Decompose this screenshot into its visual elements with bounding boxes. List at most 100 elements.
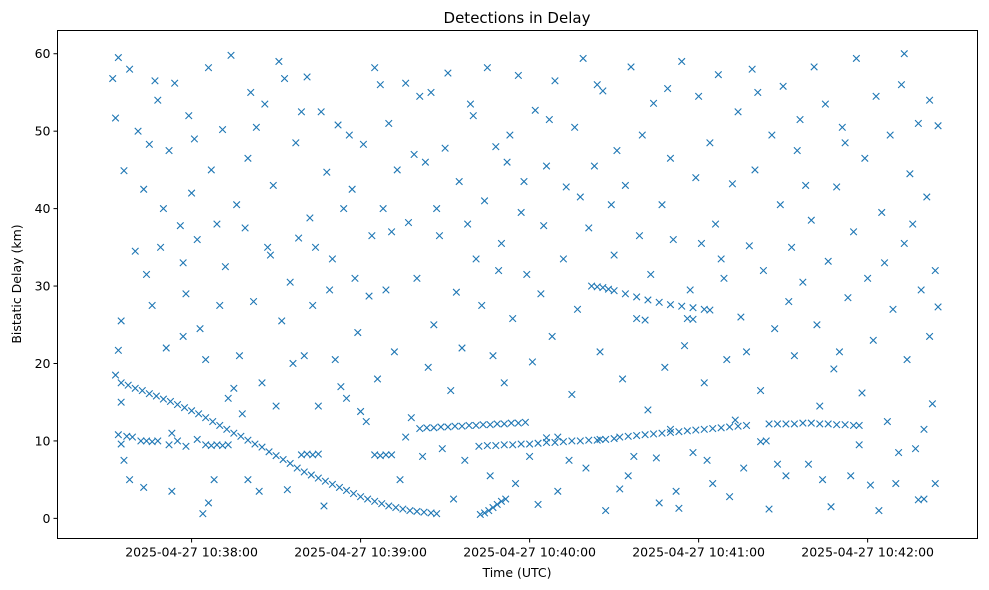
data-point-noise [359, 140, 368, 149]
data-point-noise [241, 224, 249, 232]
data-point-noise [692, 173, 700, 182]
data-point-track-12km [430, 424, 438, 432]
data-point-noise [773, 460, 782, 468]
data-point-noise [565, 456, 573, 464]
data-point-clusters [137, 437, 145, 445]
data-point-track-rising [476, 510, 485, 519]
data-point-noise [728, 180, 737, 188]
data-point-noise [717, 255, 725, 263]
data-point-clusters [128, 433, 137, 441]
data-point-noise [562, 183, 570, 191]
data-point-track-descending [201, 414, 210, 422]
data-point-noise [880, 259, 889, 267]
data-point-noise [311, 243, 320, 252]
data-point-noise [917, 286, 925, 294]
data-point-noise [120, 456, 128, 464]
data-point-noise [421, 158, 430, 166]
data-point-track-12km-late [832, 420, 841, 429]
data-point-noise [345, 131, 354, 139]
data-point-track-11km [641, 431, 649, 439]
data-point-noise [154, 96, 162, 104]
data-point-track-10km [568, 437, 576, 445]
data-point-track-descending [413, 507, 421, 516]
data-point-noise [416, 92, 424, 101]
data-point-noise [179, 332, 187, 341]
data-point-noise [320, 502, 328, 510]
data-point-track-12km-late [773, 420, 782, 428]
data-point-track-30km [706, 306, 714, 314]
data-point-noise [230, 384, 238, 392]
data-point-track-12km [514, 419, 523, 427]
data-point-track-12km [451, 422, 459, 430]
data-point-noise [323, 168, 331, 176]
data-point-noise [244, 475, 252, 484]
data-point-track-descending [300, 468, 308, 476]
data-point-track-rising [489, 503, 497, 512]
data-point-noise [844, 293, 852, 302]
data-point-track-descending [173, 400, 182, 409]
data-point-noise [494, 266, 503, 275]
data-point-noise [238, 410, 246, 418]
data-point-noise [914, 119, 923, 128]
data-point-noise [303, 73, 311, 81]
data-point-track-descending [432, 510, 441, 518]
data-point-noise [520, 177, 528, 186]
data-point-noise [734, 108, 742, 116]
data-point-noise [790, 352, 799, 360]
data-point-noise [652, 454, 661, 462]
data-point-track-11km [666, 428, 675, 437]
data-point-noise [168, 487, 176, 495]
data-point-noise [207, 166, 215, 174]
data-point-noise [452, 288, 461, 296]
data-point-noise [900, 50, 908, 58]
data-point-track-12km-late [824, 420, 832, 428]
data-point-noise [140, 483, 148, 492]
data-point-clusters [182, 442, 190, 451]
data-point-track-10km [492, 441, 500, 450]
data-point-noise [928, 400, 937, 408]
data-point-noise [621, 181, 630, 190]
x-tick-label: 2025-04-27 10:40:00 [463, 545, 596, 560]
data-point-noise [131, 247, 139, 255]
data-point-noise [309, 301, 317, 310]
data-point-noise [283, 486, 292, 494]
data-point-noise [785, 297, 793, 306]
y-tick-label: 10 [35, 433, 51, 448]
data-point-track-rising [480, 509, 489, 517]
data-point-track-30km [678, 302, 686, 310]
data-point-noise [325, 286, 334, 294]
data-point-noise [407, 414, 415, 422]
data-point-noise [568, 390, 576, 399]
data-point-noise [883, 417, 892, 426]
data-point-noise [511, 479, 520, 488]
data-point-track-descending [124, 381, 132, 389]
data-point-noise [847, 472, 855, 480]
data-point-track-11km [616, 433, 624, 441]
data-point-noise [247, 88, 255, 97]
data-point-track-descending [335, 483, 344, 492]
data-point-track-descending [342, 486, 351, 495]
y-axis: 0 10 20 30 40 50 60 [35, 46, 58, 526]
data-point-noise [745, 242, 754, 250]
data-point-noise [379, 204, 387, 213]
data-point-track-30km [644, 296, 652, 304]
data-point-clusters [689, 315, 697, 324]
data-point-noise [280, 74, 289, 83]
data-point-noise [204, 499, 213, 507]
data-point-track-descending [223, 425, 231, 433]
data-point-track-descending [385, 502, 393, 510]
data-point-track-rising [501, 495, 510, 503]
data-point-noise [255, 487, 263, 495]
data-point-track-descending [258, 443, 266, 451]
data-point-track-10km [534, 439, 542, 447]
data-point-track-descending [166, 397, 175, 406]
data-point-noise [900, 239, 908, 248]
data-point-noise [362, 417, 370, 426]
data-point-noise [258, 379, 266, 387]
data-point-noise [249, 297, 258, 306]
data-point-noise [165, 146, 173, 155]
data-point-track-11km [700, 425, 708, 433]
data-point-noise [632, 314, 641, 323]
data-point-noise [340, 204, 348, 213]
